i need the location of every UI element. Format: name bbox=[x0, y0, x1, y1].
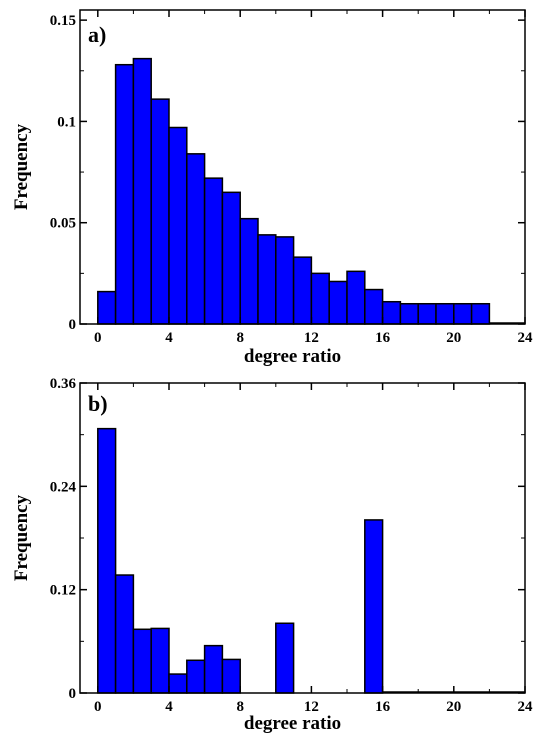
y-tick-label: 0 bbox=[69, 686, 77, 702]
histogram-bar bbox=[114, 574, 135, 694]
x-tick-label: 8 bbox=[236, 699, 244, 715]
histogram-bar bbox=[275, 622, 295, 694]
x-tick-label: 4 bbox=[165, 330, 173, 346]
x-tick-label: 20 bbox=[446, 699, 461, 715]
histogram-bar bbox=[97, 427, 117, 694]
x-tick-label: 0 bbox=[94, 699, 102, 715]
y-tick-label: 0.36 bbox=[50, 376, 77, 392]
panel-label: b) bbox=[88, 391, 108, 416]
histogram-bar bbox=[381, 300, 402, 325]
panel-label: a) bbox=[88, 22, 106, 47]
histogram-bar bbox=[168, 673, 188, 694]
y-tick-label: 0.1 bbox=[57, 114, 76, 130]
histogram-bar bbox=[399, 302, 419, 325]
histogram-bar bbox=[203, 644, 224, 694]
x-tick-label: 8 bbox=[236, 330, 244, 346]
histogram-bar bbox=[150, 627, 170, 694]
x-tick-label: 0 bbox=[94, 330, 102, 346]
histogram-bar bbox=[186, 659, 206, 694]
histogram-bar bbox=[435, 302, 455, 325]
y-tick-label: 0.15 bbox=[50, 13, 76, 29]
histogram-bar bbox=[132, 628, 152, 694]
chart-panel-b: 0 4 8 12 16 20 24 0 0.12 0.24 0.36 degree ratio Freq… bbox=[11, 376, 533, 734]
x-tick-label: 12 bbox=[304, 699, 319, 715]
y-axis-label: Frequency bbox=[11, 123, 32, 210]
y-axis-label: Frequency bbox=[11, 494, 32, 581]
y-tick-label: 0.05 bbox=[50, 216, 76, 232]
y-tick-label: 0.24 bbox=[50, 479, 77, 495]
histogram-bar bbox=[346, 270, 366, 325]
histogram-bar bbox=[168, 126, 188, 325]
x-tick-label: 24 bbox=[518, 699, 534, 715]
histogram-bar bbox=[239, 217, 259, 325]
histogram-bar bbox=[97, 290, 117, 325]
histogram-bar bbox=[114, 63, 135, 325]
y-tick-label: 0 bbox=[69, 317, 77, 333]
histogram-bar bbox=[364, 519, 384, 694]
x-tick-label: 20 bbox=[446, 330, 461, 346]
plot-frame bbox=[79, 9, 526, 325]
chart-panel-a: 0 4 8 12 16 20 24 0 0.05 0.1 0.15 degree ratio Frequ… bbox=[11, 9, 534, 367]
x-tick-label: 12 bbox=[304, 330, 319, 346]
histogram-bar bbox=[453, 302, 473, 325]
histogram-bar bbox=[186, 153, 206, 325]
x-tick-label: 24 bbox=[518, 330, 534, 346]
x-tick-label: 4 bbox=[165, 699, 173, 715]
x-tick-label: 16 bbox=[375, 330, 391, 346]
x-axis-label: degree ratio bbox=[244, 346, 341, 367]
histogram-bar bbox=[310, 272, 330, 325]
x-axis-label: degree ratio bbox=[244, 713, 341, 734]
histogram-bar bbox=[417, 302, 437, 325]
histogram-bar bbox=[364, 288, 384, 325]
histogram-bar bbox=[328, 280, 348, 325]
y-tick-label: 0.12 bbox=[50, 583, 76, 599]
histogram-bar bbox=[221, 191, 241, 325]
histogram-bar bbox=[203, 177, 224, 325]
histogram-bar bbox=[470, 302, 491, 325]
histogram-bar bbox=[150, 98, 170, 325]
x-tick-label: 16 bbox=[375, 699, 391, 715]
histogram-bar bbox=[292, 256, 313, 325]
histogram-bar bbox=[132, 57, 152, 325]
histogram-bar bbox=[221, 658, 241, 694]
histogram-bar bbox=[275, 236, 295, 325]
histogram-bar bbox=[257, 234, 277, 325]
